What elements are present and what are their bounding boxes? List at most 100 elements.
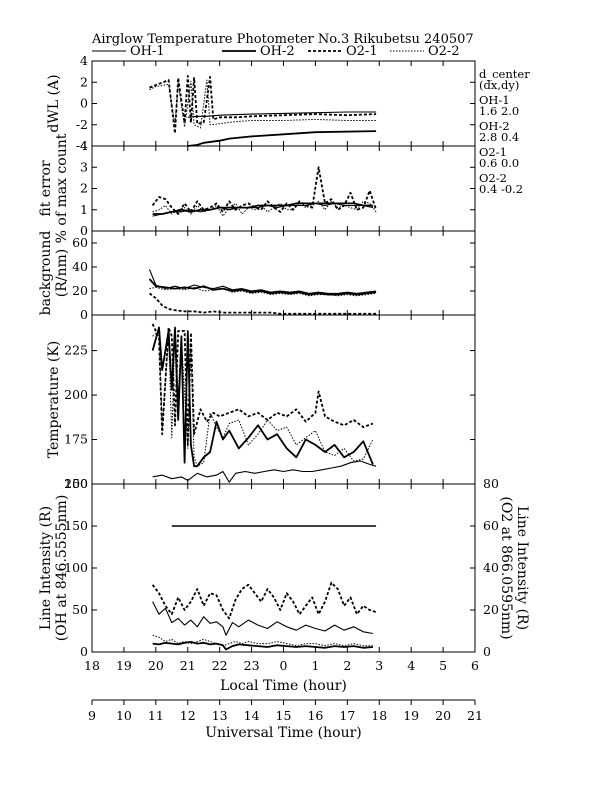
series-o2-1 bbox=[149, 75, 377, 135]
y-axis-label-2: (OH at 846.5555nm) bbox=[54, 495, 70, 642]
x-tick-label: 5 bbox=[439, 658, 447, 673]
y-axis-label: Line Intensity (R) bbox=[38, 506, 54, 630]
y-right-axis-label: Line Intensity (R) bbox=[514, 506, 530, 630]
x-tick-label: 6 bbox=[471, 658, 479, 673]
ut-tick-label: 10 bbox=[116, 708, 132, 723]
universal-time-axis: 9 10 11 12 13 14 15 16 17 18 19 20 21 Universal Time … bbox=[88, 699, 483, 741]
y-tick-label: 1 bbox=[80, 202, 88, 217]
series-o2-1 bbox=[151, 166, 377, 215]
legend-label-oh-2: OH-2 bbox=[260, 44, 295, 59]
y-axis-label: dWL (A) bbox=[46, 74, 62, 132]
ut-tick-label: 15 bbox=[276, 708, 292, 723]
ut-tick-label: 16 bbox=[307, 708, 323, 723]
series-oh-2 bbox=[152, 202, 373, 215]
series-o2-2 bbox=[152, 328, 374, 467]
x-tick-label: 19 bbox=[116, 658, 132, 673]
legend-label-o2-1: O2-1 bbox=[346, 44, 378, 59]
ut-tick-label: 21 bbox=[467, 708, 483, 723]
y-axis-label-2: (R/nm) bbox=[54, 249, 70, 297]
panel-frame bbox=[91, 483, 476, 653]
series-o2-2 bbox=[149, 286, 377, 297]
plot-panels: -4 -2 0 2 4 dWL (A) 0 1 2 3 4 fit error% of max cou… bbox=[38, 53, 530, 659]
panel-dwl: -4 -2 0 2 4 dWL (A) bbox=[46, 53, 476, 153]
y-tick-label: 225 bbox=[64, 343, 88, 358]
d-center-header: d_center bbox=[479, 67, 530, 81]
y-tick-label: 20 bbox=[72, 283, 88, 298]
y-tick-label: 2 bbox=[80, 74, 88, 89]
series-oh-2 bbox=[187, 130, 377, 147]
y-tick-label: 0 bbox=[80, 96, 88, 111]
panel-frame bbox=[91, 314, 476, 485]
ut-tick-label: 11 bbox=[148, 708, 164, 723]
y-tick-label: 50 bbox=[72, 602, 88, 617]
legend-label-oh-1: OH-1 bbox=[130, 44, 165, 59]
ut-axis-label: Universal Time (hour) bbox=[205, 725, 362, 741]
y-tick-label: 4 bbox=[80, 138, 88, 153]
ut-tick-label: 20 bbox=[435, 708, 451, 723]
series-oh-1 bbox=[152, 601, 373, 636]
x-tick-label: 3 bbox=[375, 658, 383, 673]
y-axis-label: Temperature (K) bbox=[46, 341, 62, 459]
ut-tick-label: 12 bbox=[180, 708, 196, 723]
d-center-name: O2-2 bbox=[479, 171, 507, 185]
series-o2-1 bbox=[151, 581, 377, 620]
x-tick-label: 0 bbox=[280, 658, 288, 673]
y-right-tick-label: 60 bbox=[483, 518, 499, 533]
series-o2-1 bbox=[151, 323, 374, 446]
series-oh-1 bbox=[152, 460, 377, 483]
y-axis-label: background bbox=[38, 231, 54, 316]
y-tick-label: 60 bbox=[72, 235, 88, 250]
y-tick-label: 150 bbox=[64, 518, 88, 533]
y-tick-label: 2 bbox=[80, 181, 88, 196]
d-center-name: OH-1 bbox=[479, 93, 510, 107]
y-right-tick-label: 20 bbox=[483, 602, 499, 617]
ut-tick-label: 14 bbox=[244, 708, 260, 723]
y-right-axis-label-2: (O2 at 866.0595nm) bbox=[498, 496, 514, 639]
ut-tick-label: 9 bbox=[88, 708, 96, 723]
d-center-value: 0.4 -0.2 bbox=[479, 182, 523, 196]
y-tick-label: 150 bbox=[64, 476, 88, 491]
y-tick-label: 3 bbox=[80, 159, 88, 174]
x-tick-label: 1 bbox=[311, 658, 319, 673]
series-o2-2 bbox=[152, 634, 373, 647]
x-tick-label: 2 bbox=[343, 658, 351, 673]
y-right-tick-label: 80 bbox=[483, 476, 499, 491]
chart-title: Airglow Temperature Photometer No.3 Riku… bbox=[91, 32, 474, 47]
x-tick-label: 22 bbox=[212, 658, 228, 673]
y-tick-label: 200 bbox=[64, 476, 88, 491]
y-tick-label: 100 bbox=[64, 560, 88, 575]
x-tick-label: 4 bbox=[407, 658, 415, 673]
d-center-value: 0.6 0.0 bbox=[479, 156, 519, 170]
x-tick-label: 20 bbox=[148, 658, 164, 673]
ut-tick-label: 18 bbox=[371, 708, 387, 723]
ut-tick-label: 19 bbox=[403, 708, 419, 723]
panel-frame bbox=[91, 145, 476, 232]
x-tick-label: 23 bbox=[244, 658, 260, 673]
series-oh-2 bbox=[152, 641, 373, 651]
d-center-value: 1.6 2.0 bbox=[479, 104, 519, 118]
x-tick-label: 21 bbox=[180, 658, 196, 673]
x-axis-label: Local Time (hour) bbox=[220, 678, 347, 694]
series-oh-1 bbox=[148, 269, 377, 294]
y-tick-label: 40 bbox=[72, 259, 88, 274]
series-o2-2 bbox=[152, 200, 377, 217]
y-tick-label: -2 bbox=[76, 117, 88, 132]
y-tick-label: 0 bbox=[80, 223, 88, 238]
y-right-tick-label: 0 bbox=[483, 644, 491, 659]
panel-frame bbox=[91, 60, 476, 147]
y-axis-label-2: % of max count bbox=[54, 133, 70, 243]
d-center-name: OH-2 bbox=[479, 119, 510, 133]
panel-frame bbox=[91, 230, 476, 316]
y-right-tick-label: 40 bbox=[483, 560, 499, 575]
panel-background: 0 20 40 60 background (R/nm) bbox=[38, 230, 476, 322]
ut-tick-label: 13 bbox=[212, 708, 228, 723]
legend-label-o2-2: O2-2 bbox=[428, 44, 460, 59]
ut-tick-label: 17 bbox=[339, 708, 355, 723]
y-tick-label: 4 bbox=[80, 53, 88, 68]
y-tick-label: 0 bbox=[80, 307, 88, 322]
d-center-name: O2-1 bbox=[479, 145, 507, 159]
